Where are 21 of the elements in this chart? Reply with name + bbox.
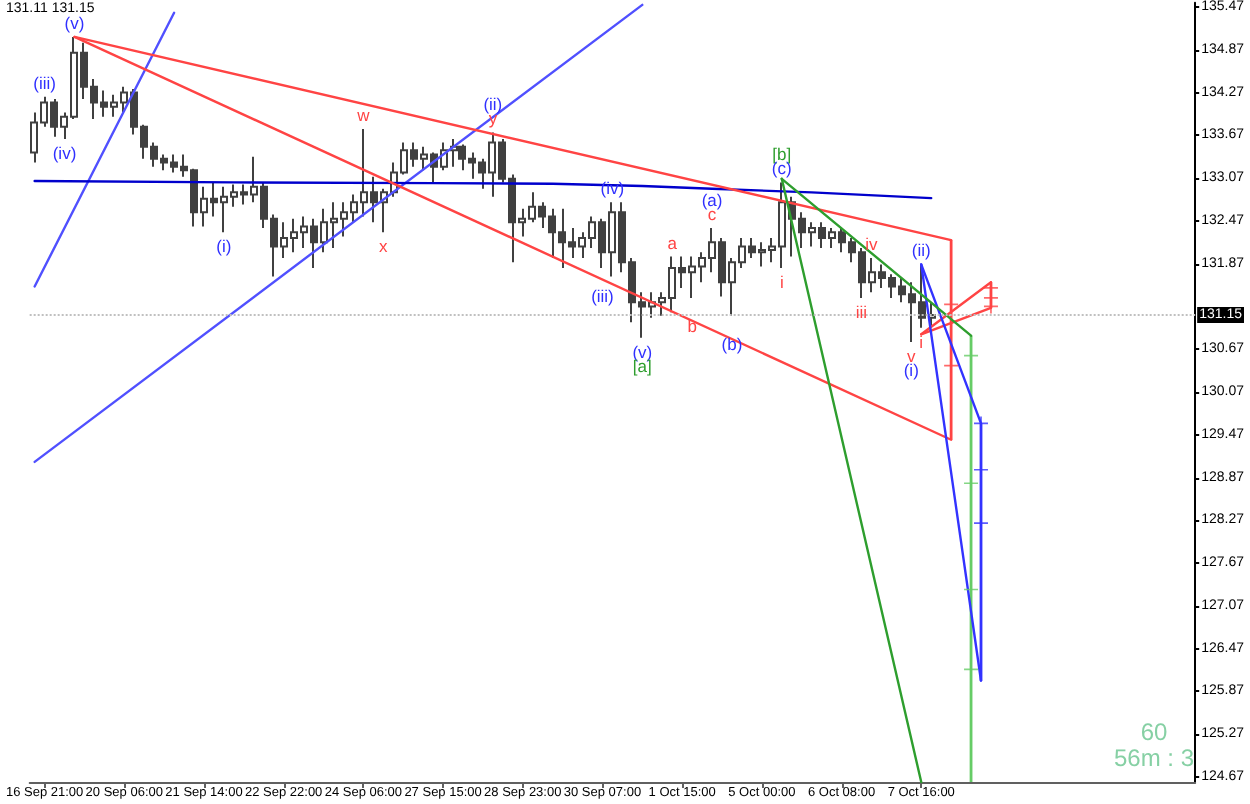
annotation: (ii) xyxy=(911,240,931,261)
annotation: (b) xyxy=(721,333,743,354)
annotation: iii xyxy=(855,301,868,322)
annotation: (iii) xyxy=(591,285,615,306)
annotation: (i) xyxy=(903,360,920,381)
annotation: x xyxy=(379,236,390,257)
annotation: iv xyxy=(865,233,880,254)
annotation: w xyxy=(355,104,372,125)
annotation: (iii) xyxy=(33,72,57,93)
annotation: 60 xyxy=(1140,718,1168,746)
annotation: a xyxy=(667,232,678,253)
annotation: (iv) xyxy=(52,142,77,163)
annotation: (ii) xyxy=(483,94,503,115)
annotation: 56m : 3 xyxy=(1113,744,1195,772)
annotation: (v) xyxy=(632,341,653,362)
annotation: b xyxy=(687,315,698,336)
annotation: (a) xyxy=(701,190,723,211)
annotation: (v) xyxy=(64,12,85,33)
annotation: i xyxy=(779,271,784,292)
annotation: (i) xyxy=(216,236,232,257)
annotation: i xyxy=(919,331,924,352)
